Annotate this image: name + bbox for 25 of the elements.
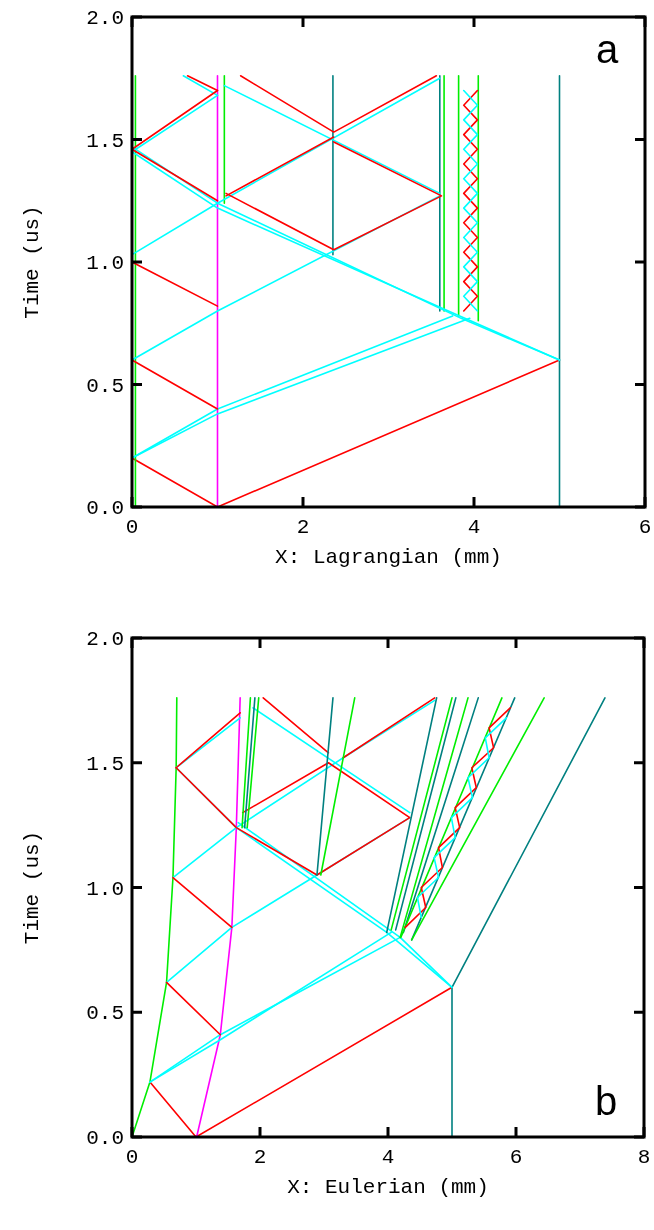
x-axis-title: X: Lagrangian (mm) <box>275 546 502 569</box>
annotation: a <box>595 27 619 71</box>
y-tick-label: 1.5 <box>86 129 124 153</box>
y-tick-label: 0.0 <box>86 497 124 520</box>
y-tick-label: 2.0 <box>86 7 124 30</box>
x-axis-title: X: Eulerian (mm) <box>287 1176 489 1199</box>
x-tick-label: 0 <box>125 1146 139 1169</box>
annotation: b <box>594 1079 618 1123</box>
x-tick-label: 6 <box>638 516 652 539</box>
x-tick-label: 0 <box>125 516 139 539</box>
y-tick-label: 0.0 <box>86 1127 124 1150</box>
x-tick-label: 4 <box>381 1146 395 1169</box>
y-tick-label: 0.5 <box>86 1002 124 1026</box>
x-tick-label: 2 <box>253 1146 267 1169</box>
y-tick-label: 0.5 <box>86 374 124 398</box>
y-axis-title: Time (us) <box>21 205 44 319</box>
y-tick-label: 1.0 <box>86 877 124 901</box>
y-tick-label: 1.0 <box>86 252 124 275</box>
y-tick-label: 1.5 <box>86 752 124 776</box>
x-tick-label: 2 <box>296 516 310 539</box>
x-tick-label: 4 <box>467 516 481 539</box>
y-tick-label: 2.0 <box>86 628 124 651</box>
x-tick-label: 6 <box>509 1146 523 1169</box>
x-tick-label: 8 <box>637 1146 651 1169</box>
y-axis-title: Time (us) <box>21 830 44 945</box>
